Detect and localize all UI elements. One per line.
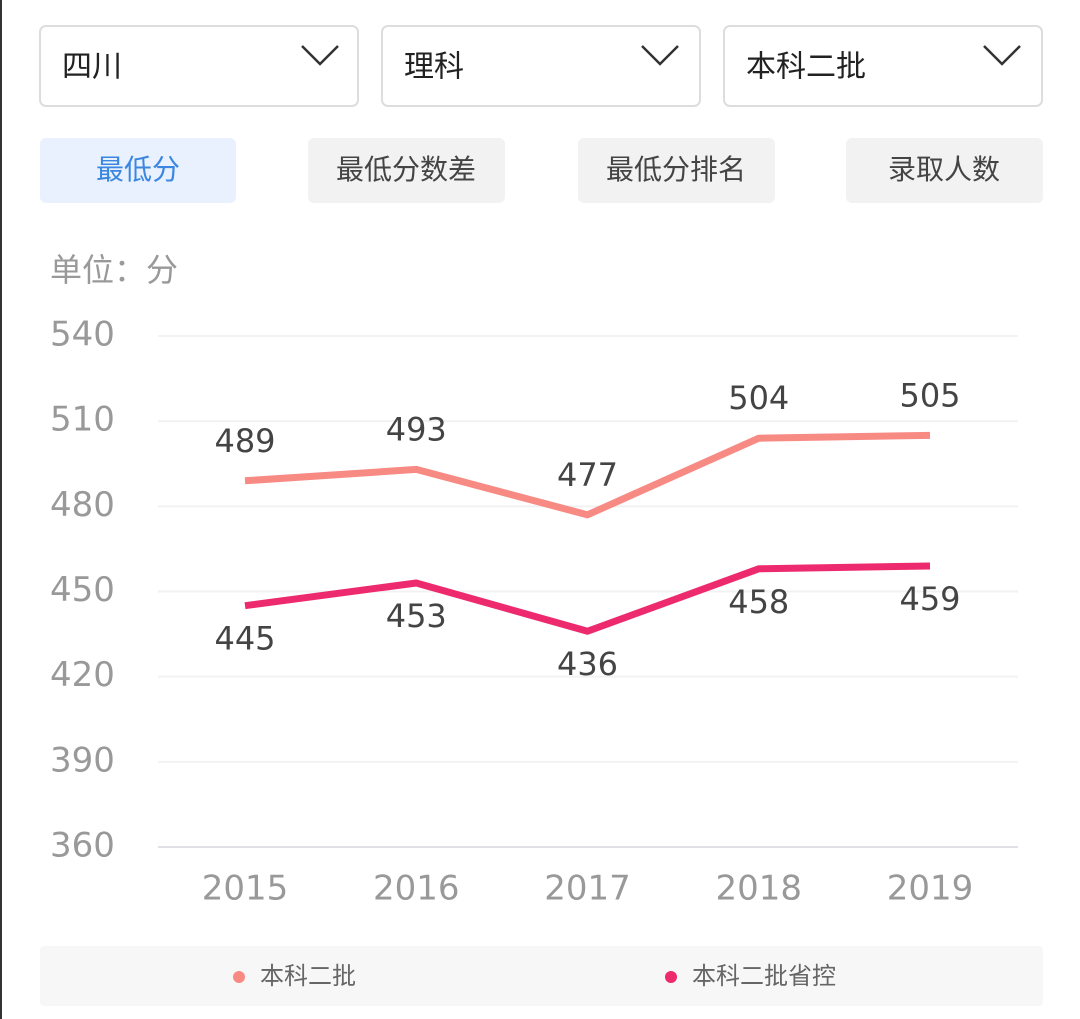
dropdown[interactable]: 本科二批 xyxy=(723,25,1043,107)
data-label: 445 xyxy=(214,620,275,658)
chevron xyxy=(641,45,679,66)
data-label: 505 xyxy=(899,376,960,414)
data-label: 489 xyxy=(214,422,275,460)
tab-label[interactable]: 最低分数差 xyxy=(336,153,476,186)
chevron xyxy=(983,45,1021,66)
dropdown-text: 理科 xyxy=(404,50,464,85)
legend-marker xyxy=(665,971,677,983)
tab[interactable] xyxy=(846,138,1043,203)
x-tick-label: 2017 xyxy=(544,869,631,909)
dropdown-text: 四川 xyxy=(62,50,122,85)
dropdown-box[interactable] xyxy=(39,25,359,107)
tab-active[interactable] xyxy=(40,138,236,203)
dropdown-box[interactable] xyxy=(723,25,1043,107)
tab[interactable] xyxy=(308,138,505,203)
chevron xyxy=(301,45,339,66)
legend-label: 本科二批 xyxy=(260,962,356,990)
series-line xyxy=(244,431,931,519)
data-label: 459 xyxy=(899,580,960,618)
y-tick-label: 480 xyxy=(50,485,115,525)
legend-marker xyxy=(233,971,245,983)
y-tick-label: 360 xyxy=(50,826,115,866)
series-line xyxy=(244,562,931,635)
x-tick-label: 2018 xyxy=(715,869,802,909)
dropdown[interactable]: 四川 xyxy=(39,25,359,107)
y-tick-label: 420 xyxy=(50,655,115,695)
dropdown[interactable]: 理科 xyxy=(381,25,701,107)
data-label: 436 xyxy=(557,645,618,683)
y-tick-label: 510 xyxy=(50,400,115,440)
data-label: 453 xyxy=(386,597,447,635)
tab-label[interactable]: 最低分 xyxy=(96,153,180,186)
unit-label: 单位：分 xyxy=(50,251,178,289)
tab-label[interactable]: 录取人数 xyxy=(888,153,1000,186)
data-label: 504 xyxy=(728,379,789,417)
x-tick-label: 2019 xyxy=(887,869,974,909)
y-tick-label: 390 xyxy=(50,740,115,780)
x-tick-label: 2016 xyxy=(373,869,460,909)
data-label: 493 xyxy=(386,410,447,448)
data-label: 477 xyxy=(557,456,618,494)
y-tick-label: 540 xyxy=(50,315,115,355)
tab-label[interactable]: 最低分排名 xyxy=(606,153,746,186)
legend-box xyxy=(40,946,1043,1006)
dropdown-box[interactable] xyxy=(381,25,701,107)
y-tick-label: 450 xyxy=(50,570,115,610)
dropdown-text: 本科二批 xyxy=(746,50,866,85)
tab[interactable] xyxy=(578,138,775,203)
chart: 360 390 420 450 480 510 540 2015 2016 2017 2018 201… xyxy=(50,315,1018,990)
legend-label: 本科二批省控 xyxy=(692,962,836,990)
x-tick-label: 2015 xyxy=(202,869,289,909)
data-label: 458 xyxy=(728,583,789,621)
left-border xyxy=(0,0,2,1019)
